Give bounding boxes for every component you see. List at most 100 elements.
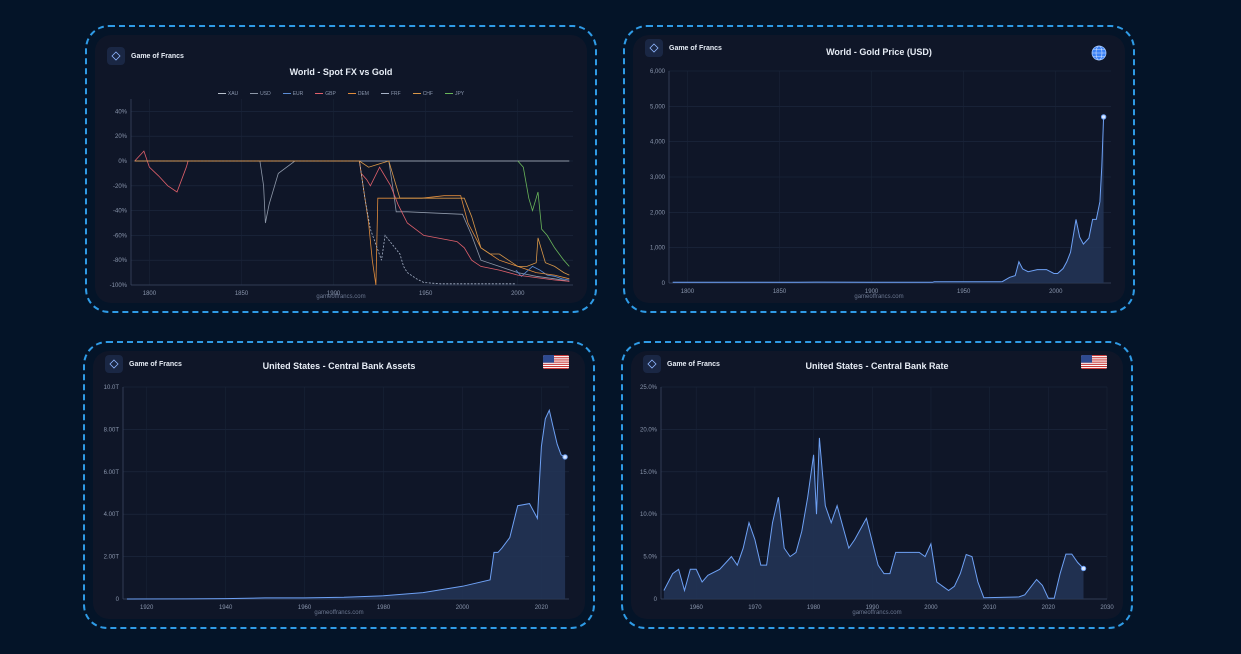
legend-item[interactable]: DEM	[347, 91, 369, 97]
y-tick-label: 0	[116, 597, 120, 603]
brand-logo-icon	[643, 355, 661, 373]
watermark: gameoffrancs.com	[316, 294, 366, 300]
series-line-chf	[134, 160, 570, 276]
x-tick-label: 2030	[1100, 605, 1114, 611]
x-tick-label: 2020	[535, 605, 549, 611]
series-area	[663, 437, 1084, 599]
legend-item[interactable]: GBP	[315, 91, 336, 97]
chart-title: World - Spot FX vs Gold	[289, 67, 393, 77]
series-line-jpy	[517, 160, 570, 267]
chart-plot-fx: 40% 20% 0% -20% -40% -60% -80% -100% 1800 1850 190…	[110, 99, 573, 297]
legend-item[interactable]: JPY	[444, 91, 465, 97]
brand: Game of Francs	[107, 47, 184, 65]
brand-name: Game of Francs	[129, 360, 182, 368]
y-tick-label: -40%	[113, 209, 128, 215]
series-line-dem	[134, 160, 570, 286]
series-line	[672, 116, 1105, 283]
x-tick-label: 2000	[924, 605, 938, 611]
series-line-gbp	[134, 150, 570, 282]
chart-title: World - Gold Price (USD)	[826, 47, 932, 57]
legend-label: CHF	[422, 91, 433, 97]
brand: Game of Francs	[643, 355, 720, 373]
legend-item[interactable]: XAU	[217, 91, 239, 97]
y-tick-label: 2.00T	[104, 555, 120, 561]
brand-name: Game of Francs	[667, 360, 720, 368]
chart-title: United States - Central Bank Rate	[805, 361, 949, 371]
x-tick-label: 2010	[983, 605, 997, 611]
legend-label: GBP	[325, 91, 336, 97]
y-tick-label: 15.0%	[640, 470, 658, 476]
x-tick-label: 1900	[327, 291, 341, 297]
y-tick-label: 10.0T	[104, 385, 120, 391]
brand-logo-icon	[645, 39, 663, 57]
legend-label: JPY	[454, 91, 465, 97]
y-tick-label: 10.0%	[640, 512, 658, 518]
y-tick-label: -60%	[113, 233, 128, 239]
chart-card-rate: Game of Francs United States - Central B…	[621, 341, 1133, 629]
x-tick-label: 1920	[140, 605, 154, 611]
y-tick-label: 2,000	[650, 210, 666, 216]
chart-card-assets: Game of Francs United States - Central B…	[83, 341, 595, 629]
brand-logo-icon	[105, 355, 123, 373]
legend-swatch	[282, 93, 291, 95]
legend-item[interactable]: FRF	[380, 91, 401, 97]
series-area	[126, 410, 566, 599]
x-tick-label: 1850	[773, 289, 787, 295]
y-tick-label: -20%	[113, 184, 128, 190]
legend-label: EUR	[292, 91, 304, 97]
legend-swatch	[444, 93, 453, 95]
x-tick-label: 1970	[748, 605, 762, 611]
y-tick-label: 8.00T	[104, 427, 120, 433]
x-tick-label: 1960	[298, 605, 312, 611]
legend-swatch	[412, 93, 421, 95]
brand-name: Game of Francs	[131, 52, 184, 60]
chart-panel: Game of Francs United States - Central B…	[631, 351, 1123, 619]
y-tick-label: 40%	[115, 109, 128, 115]
watermark: gameoffrancs.com	[852, 610, 902, 616]
legend-label: XAU	[227, 91, 239, 97]
legend-swatch	[250, 93, 259, 95]
legend-swatch	[380, 93, 389, 95]
y-tick-label: 0%	[118, 159, 127, 165]
legend-item[interactable]: EUR	[282, 91, 304, 97]
chart-plot-rate: 0 5.0% 10.0% 15.0% 20.0% 25.0% 1960 1970 1980 199…	[640, 385, 1114, 611]
x-tick-label: 1980	[377, 605, 391, 611]
x-tick-label: 1850	[235, 291, 249, 297]
chart-panel: Game of Francs World - Spot FX vs Gold X…	[95, 35, 587, 303]
x-tick-label: 1800	[681, 289, 695, 295]
last-point-marker	[1100, 114, 1107, 120]
legend-swatch	[217, 93, 226, 95]
y-tick-label: 4,000	[650, 140, 666, 146]
y-tick-label: 6.00T	[104, 470, 120, 476]
legend-item[interactable]: CHF	[412, 91, 433, 97]
x-tick-label: 1800	[143, 291, 157, 297]
x-tick-label: 1940	[219, 605, 233, 611]
y-tick-label: 0	[654, 597, 658, 603]
x-tick-label: 2020	[1042, 605, 1056, 611]
x-tick-label: 1960	[690, 605, 704, 611]
y-tick-label: 5,000	[650, 104, 666, 110]
y-tick-label: -100%	[110, 283, 128, 289]
legend-label: DEM	[357, 91, 369, 97]
x-tick-label: 2000	[456, 605, 470, 611]
legend-label: USD	[260, 91, 271, 97]
legend-swatch	[347, 93, 356, 95]
chart-panel: Game of Francs World - Gold Price (USD) …	[633, 35, 1125, 303]
chart-title: United States - Central Bank Assets	[262, 361, 416, 371]
globe-icon	[1091, 45, 1107, 61]
x-tick-label: 2000	[511, 291, 525, 297]
x-tick-label: 2000	[1049, 289, 1063, 295]
brand: Game of Francs	[105, 355, 182, 373]
legend-label: FRF	[390, 91, 401, 97]
x-tick-label: 1990	[866, 605, 880, 611]
y-tick-label: 5.0%	[643, 555, 657, 561]
brand-logo-icon	[107, 47, 125, 65]
y-tick-label: 20.0%	[640, 427, 658, 433]
y-tick-label: 0	[662, 281, 666, 287]
us-flag-icon	[1081, 355, 1107, 369]
x-tick-label: 1950	[419, 291, 433, 297]
legend-item[interactable]: USD	[250, 91, 271, 97]
series-line-usd	[134, 160, 570, 282]
brand: Game of Francs	[645, 39, 722, 57]
y-tick-label: 4.00T	[104, 512, 120, 518]
